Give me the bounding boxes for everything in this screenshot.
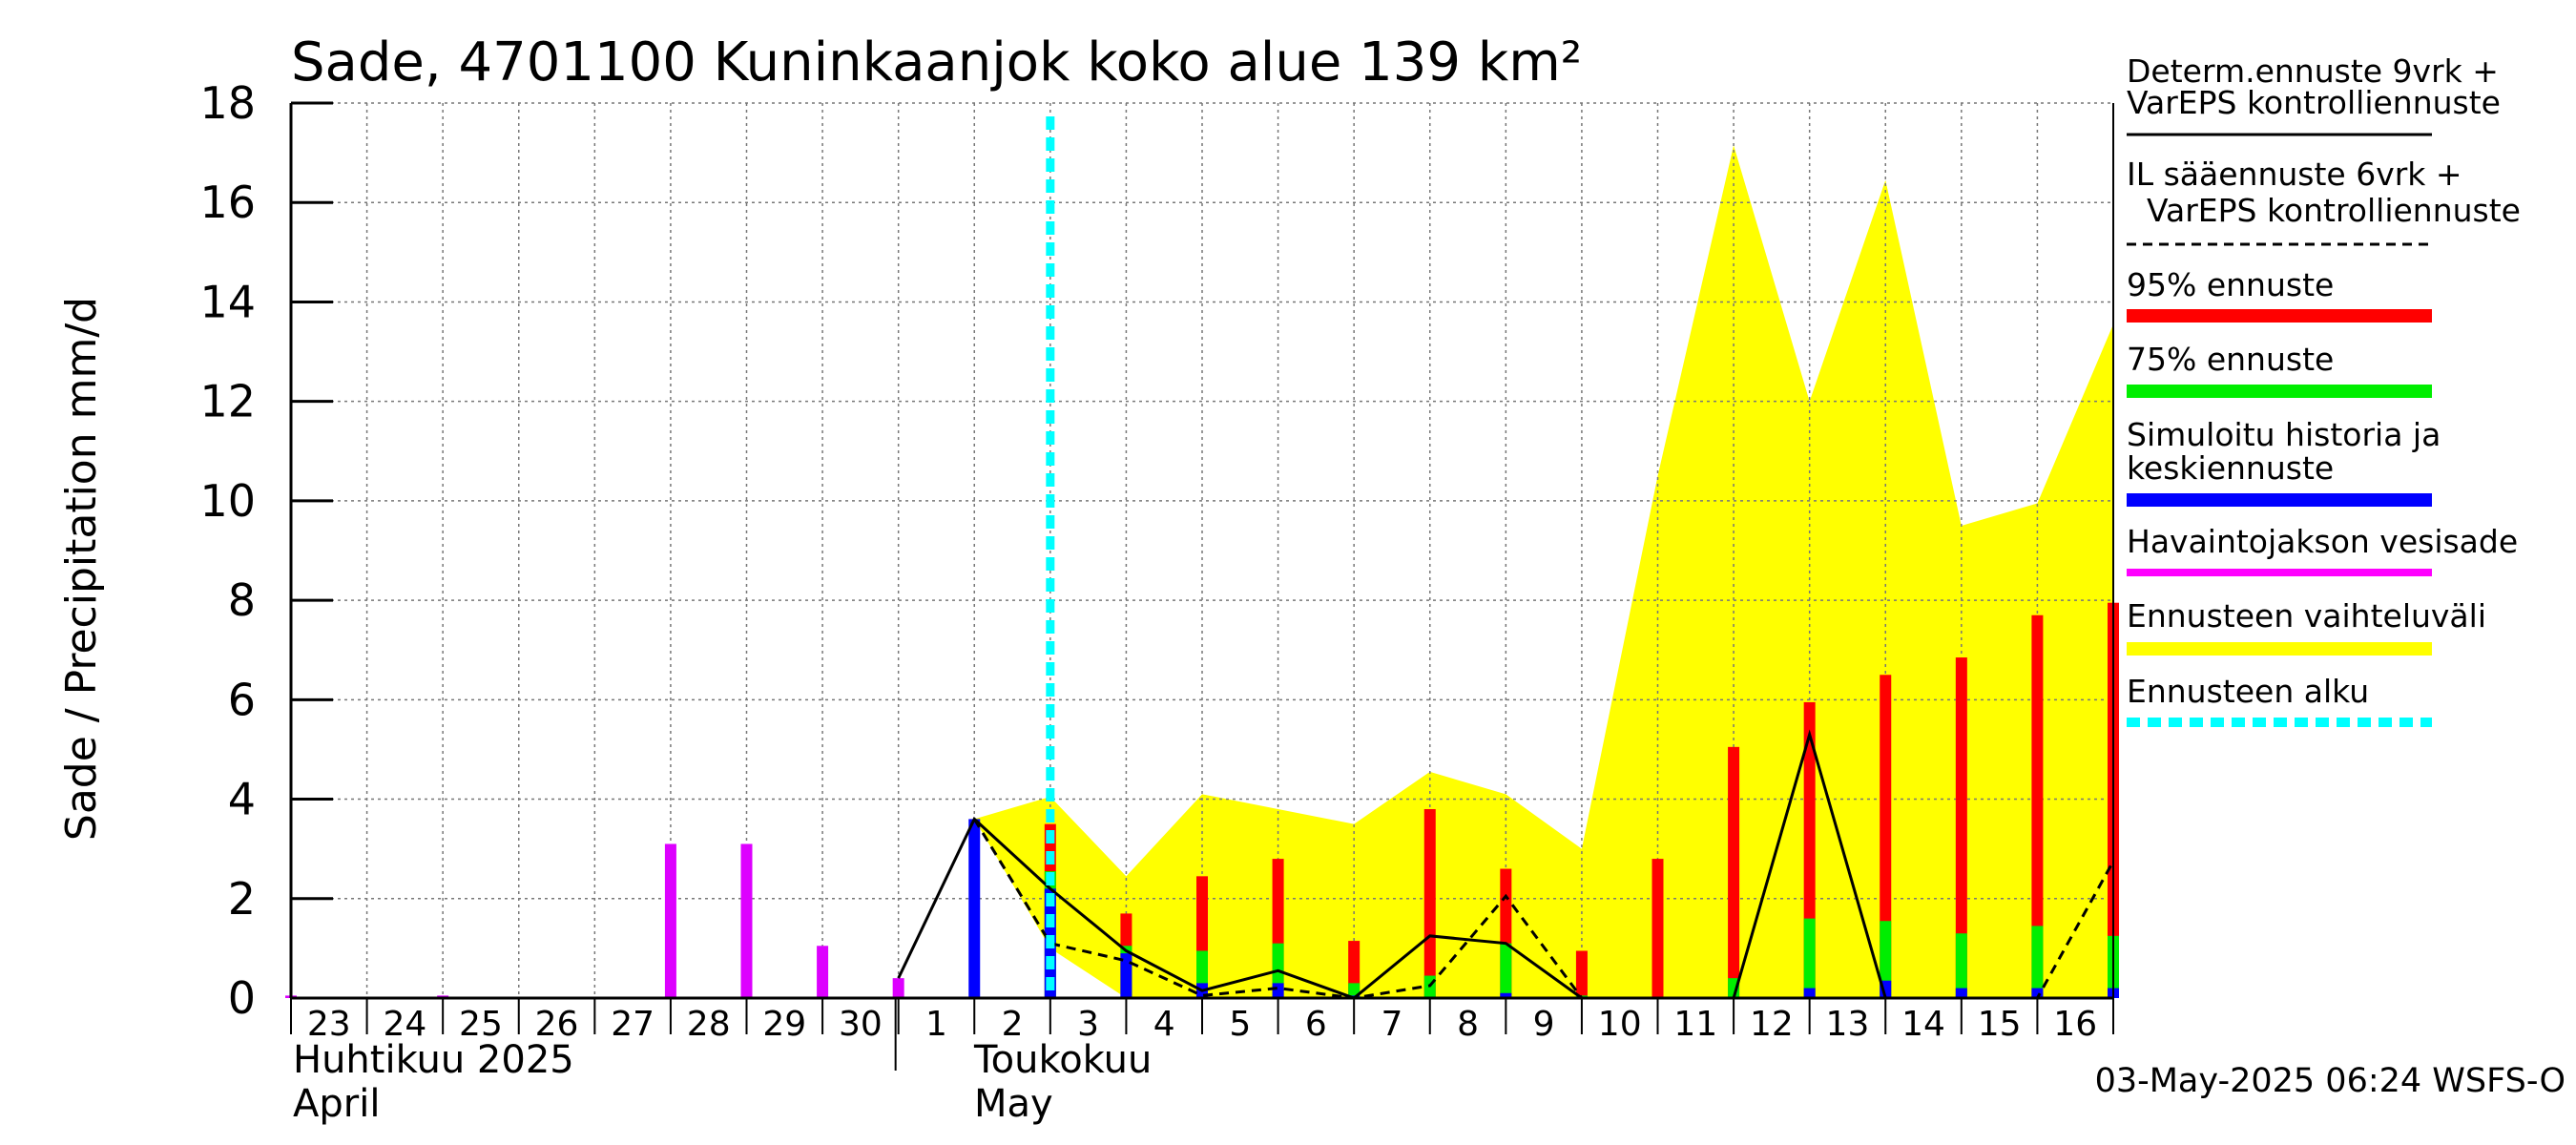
- p75-bar: [1880, 921, 1892, 998]
- forecast-range-polygon: [974, 145, 2113, 999]
- x-tick-label: 26: [535, 1005, 579, 1044]
- x-tick-label: 30: [839, 1005, 883, 1044]
- p75-bar: [1500, 943, 1512, 998]
- observed-precipitation-bar: [892, 978, 904, 998]
- x-tick-label: 10: [1598, 1005, 1642, 1044]
- month-label-may-fi: Toukokuu: [973, 1038, 1152, 1082]
- legend-determ-line2: VarEPS kontrolliennuste: [2127, 84, 2501, 121]
- y-tick-label: 4: [228, 774, 256, 825]
- simulated-mean-bar: [1803, 988, 1816, 998]
- x-tick-label: 29: [762, 1005, 806, 1044]
- x-tick-label: 16: [2053, 1005, 2097, 1044]
- legend-p95-label: 95% ennuste: [2127, 266, 2334, 303]
- x-tick-label: 27: [611, 1005, 654, 1044]
- legend-il-line2: VarEPS kontrolliennuste: [2127, 192, 2521, 229]
- y-tick-label: 0: [228, 972, 256, 1024]
- legend-p75-swatch: [2127, 385, 2432, 398]
- x-tick-label: 24: [383, 1005, 426, 1044]
- p75-bar: [1955, 933, 1967, 998]
- x-tick-label: 13: [1826, 1005, 1870, 1044]
- x-tick-label: 8: [1457, 1005, 1479, 1044]
- p95-bar: [1575, 950, 1588, 998]
- legend-obs-label: Havaintojakson vesisade: [2127, 523, 2518, 560]
- p95-bar: [1423, 808, 1436, 998]
- y-tick-label: 2: [228, 873, 256, 925]
- legend-range-label: Ennusteen vaihteluväli: [2127, 597, 2486, 635]
- x-tick-label: 28: [687, 1005, 731, 1044]
- x-tick-label: 3: [1077, 1005, 1099, 1044]
- y-tick-label: 6: [228, 674, 256, 725]
- simulated-mean-bar: [2031, 988, 2044, 998]
- x-tick-label: 6: [1305, 1005, 1327, 1044]
- month-label-may-en: May: [974, 1082, 1053, 1126]
- x-tick-label: 14: [1901, 1005, 1945, 1044]
- observed-precipitation-bar: [817, 946, 829, 998]
- x-tick-label: 5: [1229, 1005, 1251, 1044]
- x-tick-label: 2: [1002, 1005, 1024, 1044]
- y-tick-label: 12: [199, 376, 256, 427]
- x-tick-label: 15: [1978, 1005, 2022, 1044]
- legend-sim-line2: keskiennuste: [2127, 449, 2334, 487]
- observed-precipitation-bar: [740, 843, 753, 998]
- y-tick-label: 10: [199, 475, 256, 527]
- forecast-range-area: [974, 145, 2113, 999]
- y-tick-label: 14: [199, 276, 256, 327]
- x-tick-label: 11: [1673, 1005, 1717, 1044]
- p75-bar: [2031, 926, 2044, 998]
- footer-timestamp: 03-May-2025 06:24 WSFS-O: [2095, 1062, 2566, 1100]
- x-tick-label: 9: [1533, 1005, 1555, 1044]
- x-tick-label: 4: [1153, 1005, 1175, 1044]
- p95-bar: [1728, 746, 1740, 998]
- month-label-april-fi: Huhtikuu 2025: [293, 1038, 574, 1082]
- legend-il-line1: IL sääennuste 6vrk +: [2127, 156, 2462, 193]
- grid-lines: [291, 102, 2114, 998]
- legend-p75-label: 75% ennuste: [2127, 341, 2334, 378]
- simulated-mean-bar: [1500, 992, 1512, 998]
- legend-start-label: Ennusteen alku: [2127, 673, 2369, 710]
- x-tick-label: 23: [307, 1005, 351, 1044]
- simulated-mean-bar: [1120, 953, 1132, 998]
- axes: [289, 101, 2114, 1071]
- month-label-april-en: April: [293, 1082, 380, 1126]
- p95-bar: [2031, 614, 2044, 998]
- chart-title: Sade, 4701100 Kuninkaanjok koko alue 139…: [291, 31, 1582, 94]
- legend: Determ.ennuste 9vrk + VarEPS kontrollien…: [2127, 52, 2521, 727]
- simulated-mean-bar: [1272, 983, 1284, 998]
- legend-sim-line1: Simuloitu historia ja: [2127, 416, 2441, 453]
- x-tick-label: 1: [925, 1005, 947, 1044]
- x-tick-label: 25: [459, 1005, 503, 1044]
- x-tick-label: 12: [1750, 1005, 1794, 1044]
- simulated-mean-bar: [1955, 988, 1967, 998]
- y-tick-label: 18: [199, 77, 256, 129]
- legend-obs-swatch: [2127, 569, 2432, 576]
- x-tick-labels: 23 24 25 26 27 28 29 30 1 2 3 4 5 6 7 8 9 10 11 12 13 14 15 16: [307, 1005, 2097, 1044]
- p95-bar: [1880, 675, 1892, 998]
- p95-bar: [1955, 657, 1967, 998]
- x-tick-label: 7: [1381, 1005, 1403, 1044]
- legend-range-swatch: [2127, 642, 2432, 656]
- p75-bar: [1803, 918, 1816, 998]
- y-tick-label: 8: [228, 574, 256, 626]
- legend-sim-swatch: [2127, 493, 2432, 507]
- y-tick-label: 16: [199, 177, 256, 228]
- legend-determ-line1: Determ.ennuste 9vrk +: [2127, 52, 2499, 90]
- y-axis-label: Sade / Precipitation mm/d: [57, 297, 106, 841]
- p95-bar: [1652, 859, 1664, 998]
- simulated-mean-bar: [968, 819, 981, 998]
- y-tick-labels: 0 2 4 6 8 10 12 14 16 18: [199, 77, 256, 1024]
- observed-precipitation-bar: [664, 843, 676, 998]
- legend-p95-swatch: [2127, 309, 2432, 323]
